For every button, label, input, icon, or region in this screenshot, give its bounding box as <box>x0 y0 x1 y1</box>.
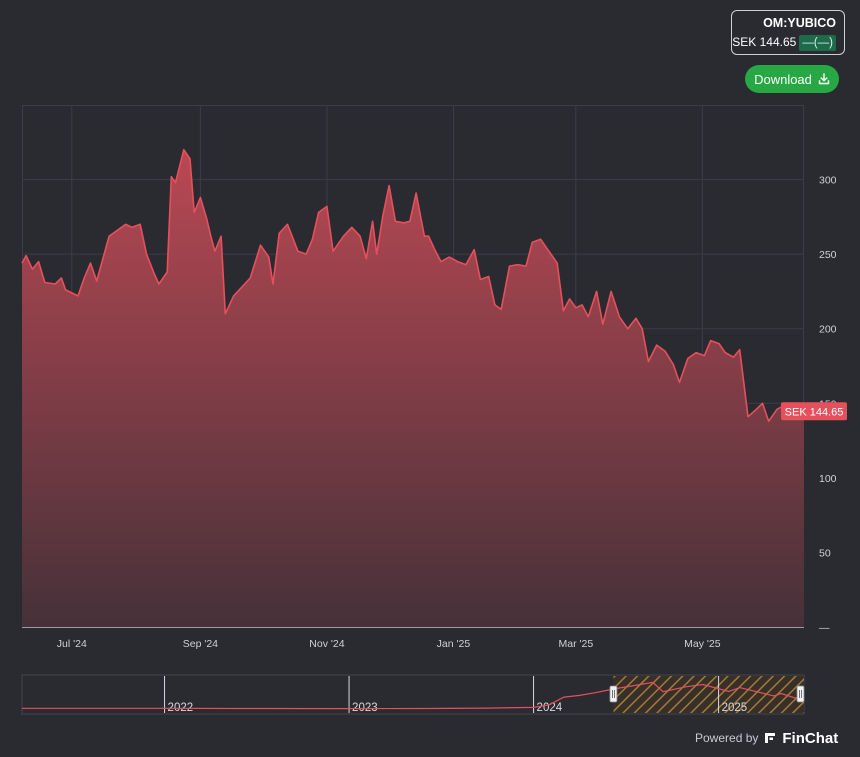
price-area-fill <box>22 149 804 627</box>
x-tick-label: Nov '24 <box>309 638 344 650</box>
powered-by[interactable]: Powered by FinChat <box>695 727 838 749</box>
download-button[interactable]: Download <box>745 65 839 93</box>
powered-by-text: Powered by <box>695 731 759 745</box>
download-icon <box>818 73 830 85</box>
finchat-brand: FinChat <box>782 729 839 747</box>
navigator-handle-left[interactable] <box>609 685 618 703</box>
navigator-handles[interactable] <box>609 685 805 703</box>
last-price-label: SEK 144.65 <box>785 406 844 418</box>
y-tick-label: 50 <box>819 547 831 559</box>
navigator-line <box>22 681 805 710</box>
download-label: Download <box>754 71 812 87</box>
x-tick-label: Mar '25 <box>558 638 593 650</box>
x-tick-label: May '25 <box>684 638 721 650</box>
y-tick-label: — <box>819 622 830 634</box>
last-price-tag: SEK 144.65 <box>781 402 847 421</box>
navigator-year-label: 2024 <box>537 702 563 714</box>
y-tick-label: 200 <box>819 324 837 336</box>
navigator-selection[interactable] <box>613 676 804 713</box>
y-tick-label: 250 <box>819 249 837 261</box>
ticker-box: OM:YUBICO SEK 144.65 —(—) <box>731 10 845 55</box>
navigator[interactable]: 2022 2023 2024 2025 <box>21 674 805 715</box>
y-tick-label: 100 <box>819 473 837 485</box>
price-line <box>21 148 805 422</box>
finchat-logo-icon <box>765 733 776 743</box>
ticker-price: SEK 144.65 <box>732 35 797 49</box>
ticker-change-badge: —(—) <box>799 35 836 51</box>
navigator-year-label: 2025 <box>722 702 748 714</box>
ticker-price-row: SEK 144.65 —(—) <box>732 33 836 51</box>
x-tick-label: Sep '24 <box>183 638 218 650</box>
ticker-symbol: OM:YUBICO <box>763 16 836 30</box>
x-tick-label: Jan '25 <box>437 638 471 650</box>
x-axis: Jul '24 Sep '24 Nov '24 Jan '25 Mar '25 May '… <box>57 638 721 650</box>
x-tick-label: Jul '24 <box>57 638 87 650</box>
y-tick-label: 300 <box>819 175 837 187</box>
navigator-handle-right[interactable] <box>796 685 805 703</box>
